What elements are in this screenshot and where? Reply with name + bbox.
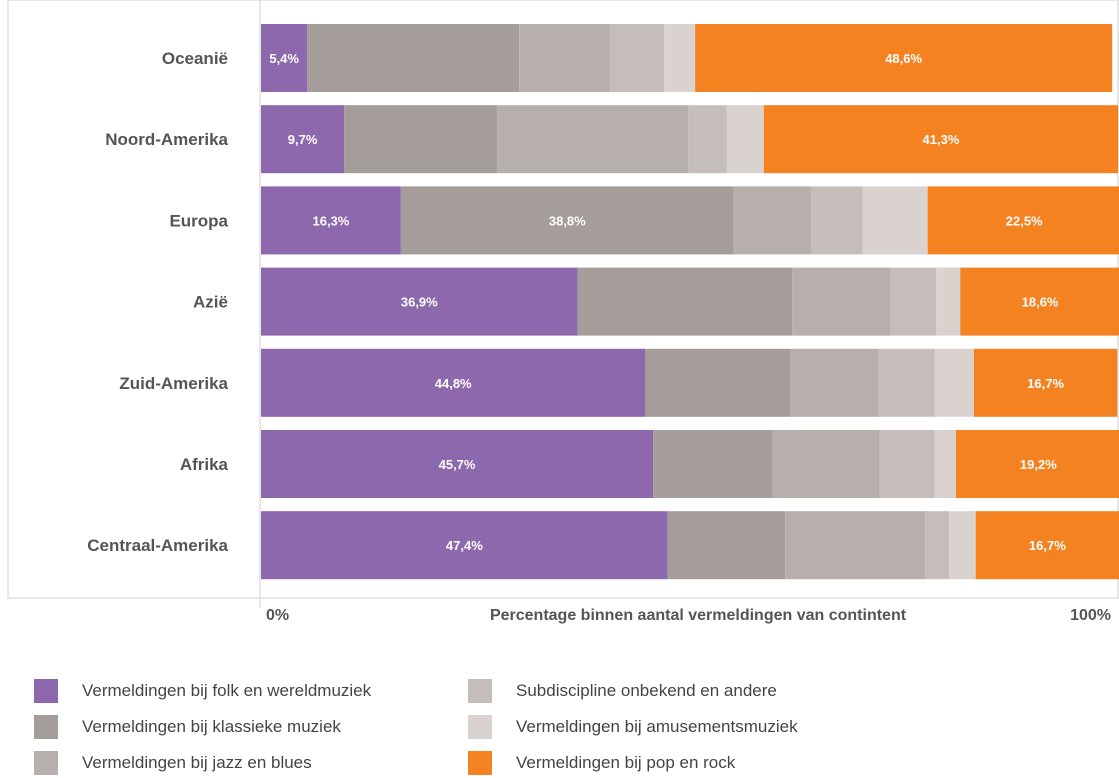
bar-segment-europa-s3 — [810, 186, 863, 255]
legend-item-pop: Vermeldingen bij pop en rock — [468, 750, 735, 776]
bar-segment-azie-s1 — [577, 267, 793, 336]
legend-label-pop: Vermeldingen bij pop en rock — [516, 753, 736, 772]
bar-segment-afrika-s5 — [955, 430, 1119, 498]
bar-segment-europa-s2 — [733, 186, 811, 255]
stacked-bar-chart: Oceanië 5,4% 48,6% Noord-Amerika 9,7% 41,3% Eu… — [7, 0, 1119, 624]
bar-segment-noord-amerika-s0 — [261, 105, 345, 174]
bar-segment-zuid-amerika-s3 — [878, 348, 935, 417]
legend: Vermeldingen bij folk en wereldmuziek Ve… — [0, 670, 1119, 778]
bar-segment-zuid-amerika-s4 — [934, 348, 974, 417]
bar-segment-europa-s0 — [261, 186, 401, 255]
legend-swatch-klassiek — [34, 715, 58, 739]
bar-segment-oceanie-s1 — [307, 24, 520, 92]
bar-segment-afrika-s2 — [772, 430, 880, 498]
bar-segment-centraal-amerika-s2 — [785, 511, 926, 580]
bar-segment-zuid-amerika-s2 — [790, 348, 879, 417]
legend-label-onbekend: Subdiscipline onbekend en andere — [516, 681, 777, 700]
x-tick-0: 0% — [266, 607, 289, 624]
x-tick-100: 100% — [1070, 607, 1111, 624]
bar-segment-azie-s4 — [936, 267, 961, 336]
legend-swatch-jazz — [34, 751, 58, 775]
bar-segment-noord-amerika-s4 — [726, 105, 764, 174]
category-label-oceanie: Oceanië — [162, 49, 228, 68]
data-label-europa-s0: 16,3% — [312, 213, 349, 228]
bar-segment-zuid-amerika-s5 — [973, 348, 1118, 417]
bar-segment-oceanie-s5 — [695, 24, 1113, 92]
legend-label-folk: Vermeldingen bij folk en wereldmuziek — [82, 681, 372, 700]
bar-segment-europa-s4 — [862, 186, 928, 255]
bar-segment-zuid-amerika-s1 — [645, 348, 791, 417]
legend-swatch-amusement — [468, 715, 492, 739]
bar-segment-noord-amerika-s5 — [763, 105, 1119, 174]
legend-item-onbekend: Subdiscipline onbekend en andere — [468, 678, 777, 704]
x-axis-label: Percentage binnen aantal vermeldingen va… — [490, 607, 907, 624]
bar-segment-centraal-amerika-s0 — [261, 511, 668, 580]
bar-segment-europa-s1 — [400, 186, 734, 255]
data-label-noord-amerika-s5: 41,3% — [923, 132, 960, 147]
data-label-zuid-amerika-s5: 16,7% — [1027, 376, 1064, 391]
bar-segment-afrika-s0 — [261, 430, 654, 498]
bar-segment-azie-s5 — [960, 267, 1119, 336]
bar-segment-azie-s0 — [261, 267, 578, 336]
category-label-azie: Azië — [193, 293, 228, 312]
data-label-zuid-amerika-s0: 44,8% — [435, 376, 472, 391]
legend-item-klassiek: Vermeldingen bij klassieke muziek — [34, 714, 341, 740]
category-label-centraal-amerika: Centraal-Amerika — [87, 536, 228, 555]
data-label-azie-s0: 36,9% — [401, 295, 438, 310]
legend-swatch-onbekend — [468, 679, 492, 703]
legend-swatch-folk — [34, 679, 58, 703]
bar-segment-oceanie-s2 — [519, 24, 611, 92]
bar-segment-afrika-s1 — [653, 430, 773, 498]
data-label-afrika-s5: 19,2% — [1020, 457, 1057, 472]
bar-segment-centraal-amerika-s3 — [925, 511, 950, 580]
category-label-europa: Europa — [169, 211, 228, 230]
data-label-noord-amerika-s0: 9,7% — [288, 132, 318, 147]
bar-segment-oceanie-s0 — [261, 24, 308, 92]
bar-segment-centraal-amerika-s1 — [667, 511, 786, 580]
bar-segment-afrika-s3 — [879, 430, 935, 498]
bar-segment-noord-amerika-s1 — [344, 105, 497, 174]
data-label-afrika-s0: 45,7% — [439, 457, 476, 472]
bar-segment-azie-s3 — [890, 267, 937, 336]
legend-item-folk: Vermeldingen bij folk en wereldmuziek — [34, 678, 371, 704]
bar-segment-azie-s2 — [792, 267, 891, 336]
bars-group: Oceanië 5,4% 48,6% Noord-Amerika 9,7% 41,3% Eu… — [87, 24, 1119, 580]
data-label-oceanie-s5: 48,6% — [885, 51, 922, 66]
legend-item-jazz: Vermeldingen bij jazz en blues — [34, 750, 312, 776]
legend-label-klassiek: Vermeldingen bij klassieke muziek — [82, 717, 341, 736]
bar-segment-centraal-amerika-s5 — [975, 511, 1119, 580]
data-label-centraal-amerika-s0: 47,4% — [446, 538, 483, 553]
legend-item-amusement: Vermeldingen bij amusementsmuziek — [468, 714, 798, 740]
legend-swatch-pop — [468, 751, 492, 775]
bar-segment-europa-s5 — [927, 186, 1119, 255]
data-label-oceanie-s0: 5,4% — [269, 51, 299, 66]
category-label-zuid-amerika: Zuid-Amerika — [119, 374, 228, 393]
data-label-europa-s5: 22,5% — [1006, 213, 1043, 228]
bar-segment-oceanie-s4 — [664, 24, 696, 92]
legend-label-amusement: Vermeldingen bij amusementsmuziek — [516, 717, 798, 736]
category-label-afrika: Afrika — [180, 455, 229, 474]
legend-label-jazz: Vermeldingen bij jazz en blues — [82, 753, 312, 772]
bar-segment-noord-amerika-s2 — [496, 105, 689, 174]
data-label-centraal-amerika-s5: 16,7% — [1029, 538, 1066, 553]
bar-segment-afrika-s4 — [934, 430, 956, 498]
bar-segment-noord-amerika-s3 — [688, 105, 727, 174]
data-label-europa-s1: 38,8% — [549, 213, 586, 228]
bar-segment-oceanie-s3 — [610, 24, 665, 92]
category-label-noord-amerika: Noord-Amerika — [105, 130, 228, 149]
data-label-azie-s5: 18,6% — [1022, 295, 1059, 310]
bar-segment-centraal-amerika-s4 — [949, 511, 976, 580]
bar-segment-zuid-amerika-s0 — [261, 348, 646, 417]
